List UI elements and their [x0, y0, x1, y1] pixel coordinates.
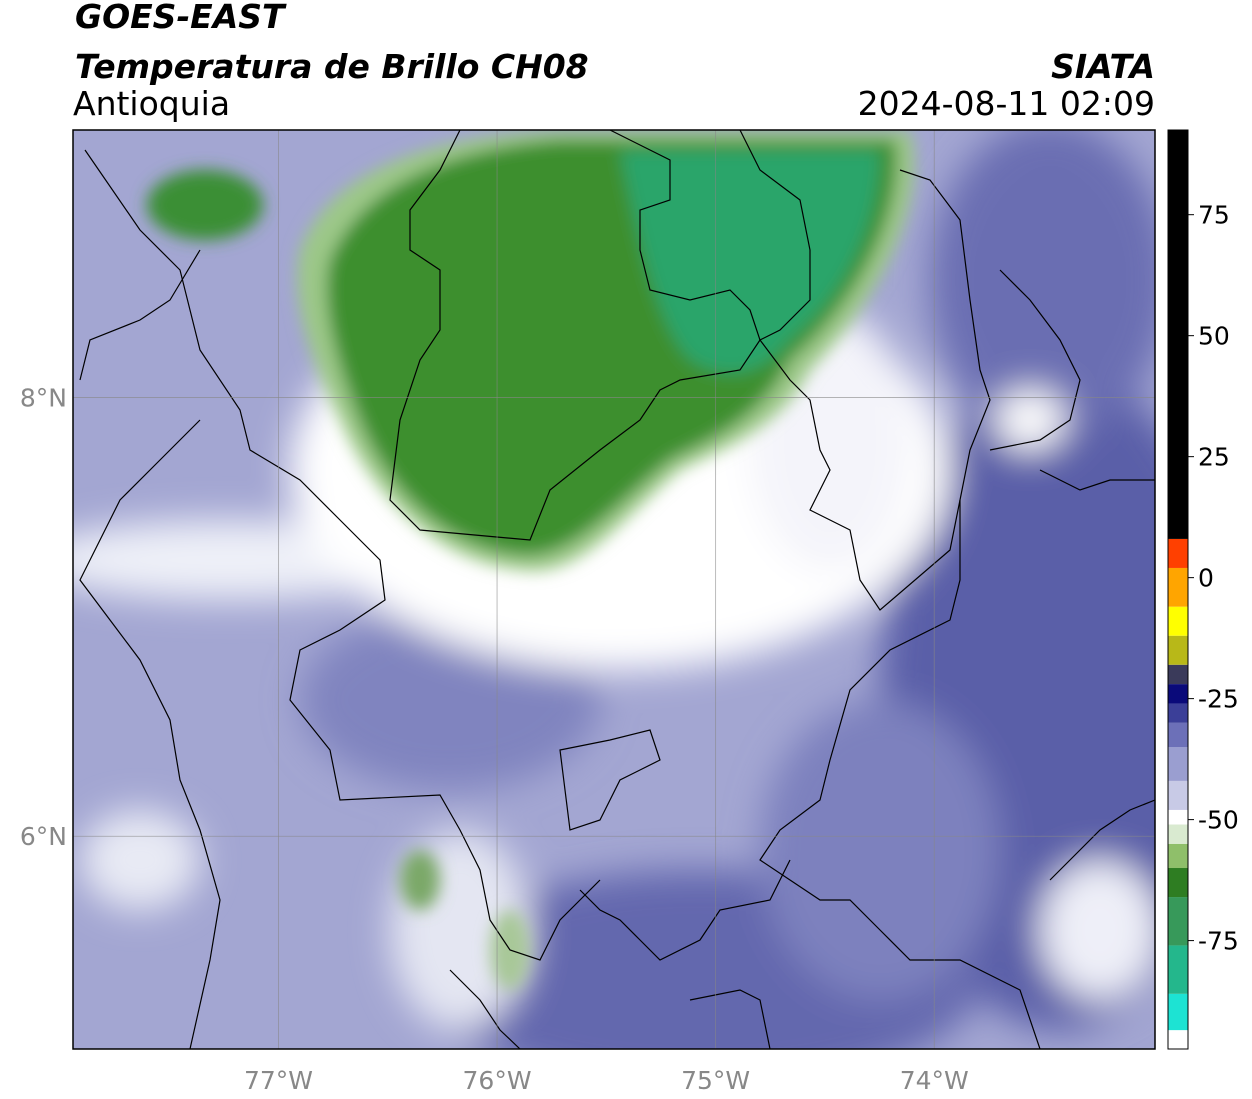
- lat-tick-label: 8°N: [20, 384, 67, 413]
- datetime: 2024-08-11 02:09: [858, 84, 1155, 123]
- product-title: Temperatura de Brillo CH08: [75, 47, 589, 86]
- colorbar-segment: [1168, 538, 1188, 568]
- colorbar-segment: [1168, 664, 1188, 685]
- colorbar-segment: [1168, 722, 1188, 748]
- colorbar-tick-label: -50: [1198, 806, 1239, 835]
- colorbar-segment: [1168, 993, 1188, 1031]
- satellite-name: GOES-EAST: [75, 0, 287, 36]
- colorbar: [1168, 130, 1188, 1049]
- source-name: SIATA: [1051, 47, 1155, 86]
- colorbar-tick-label: 50: [1198, 322, 1230, 351]
- colorbar-tick-label: -75: [1198, 927, 1239, 956]
- region-name: Antioquia: [73, 84, 230, 123]
- colorbar-segment: [1168, 824, 1188, 844]
- colorbar-frame: [1167, 129, 1189, 1050]
- lat-tick-label: 6°N: [20, 822, 67, 851]
- colorbar-segment: [1168, 703, 1188, 723]
- colorbar-segment: [1168, 130, 1188, 539]
- lon-tick-label: 74°W: [900, 1066, 969, 1095]
- colorbar-segment: [1168, 635, 1188, 665]
- graticule: [73, 130, 1155, 1049]
- colorbar-tick-label: -25: [1198, 685, 1239, 714]
- cold-cloud-tops: [147, 130, 915, 990]
- map-imagery: [73, 130, 1155, 1049]
- colorbar-segment: [1168, 606, 1188, 636]
- colorbar-tick-label: 0: [1198, 564, 1214, 593]
- colorbar-segment: [1168, 868, 1188, 898]
- colorbar-segment: [1168, 897, 1188, 946]
- colorbar-segment: [1168, 567, 1188, 607]
- lon-tick-label: 77°W: [244, 1066, 313, 1095]
- boundaries: [79, 130, 1155, 1049]
- colorbar-segment: [1168, 1030, 1188, 1049]
- lon-tick-label: 76°W: [463, 1066, 532, 1095]
- lon-tick-label: 75°W: [681, 1066, 750, 1095]
- colorbar-segment: [1168, 843, 1188, 869]
- map-frame: [72, 129, 1156, 1050]
- colorbar-segment: [1168, 809, 1188, 825]
- colorbar-tick-label: 75: [1198, 201, 1230, 230]
- colorbar-segment: [1168, 747, 1188, 781]
- colorbar-segment: [1168, 780, 1188, 810]
- colorbar-tick-label: 25: [1198, 443, 1230, 472]
- colorbar-segment: [1168, 684, 1188, 704]
- colorbar-segment: [1168, 945, 1188, 994]
